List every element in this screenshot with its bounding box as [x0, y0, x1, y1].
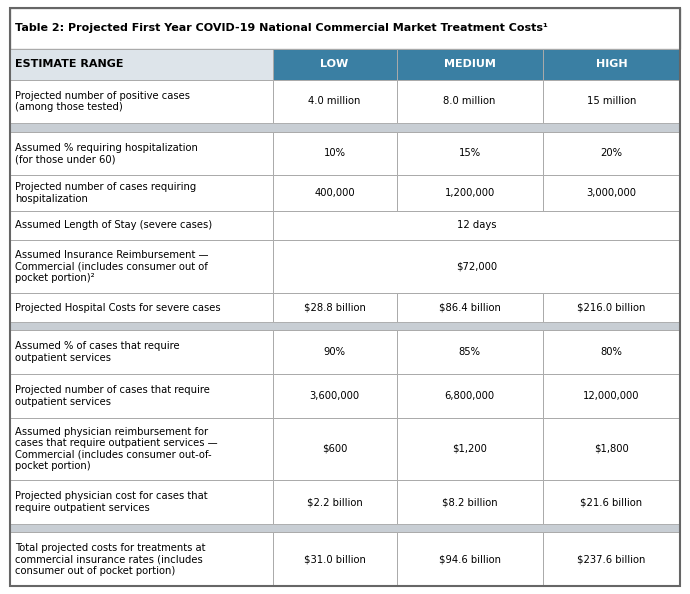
Text: Projected number of cases that require
outpatient services: Projected number of cases that require o… — [15, 385, 210, 407]
Text: Projected number of positive cases
(among those tested): Projected number of positive cases (amon… — [15, 91, 190, 112]
Bar — [397, 481, 542, 524]
Bar — [10, 481, 273, 524]
Text: $28.8 billion: $28.8 billion — [304, 303, 366, 313]
Text: 3,600,000: 3,600,000 — [310, 391, 359, 401]
Bar — [10, 8, 680, 49]
Bar — [397, 49, 542, 80]
Text: Assumed % requiring hospitalization
(for those under 60): Assumed % requiring hospitalization (for… — [15, 143, 198, 164]
Bar — [10, 374, 273, 418]
Text: Projected number of cases requiring
hospitalization: Projected number of cases requiring hosp… — [15, 182, 196, 204]
Bar — [542, 330, 680, 374]
Bar — [10, 123, 680, 132]
Text: 15 million: 15 million — [586, 96, 636, 106]
Text: HIGH: HIGH — [595, 59, 627, 69]
Bar — [542, 532, 680, 586]
Text: 85%: 85% — [459, 347, 481, 357]
Bar — [542, 80, 680, 123]
Text: MEDIUM: MEDIUM — [444, 59, 495, 69]
Text: $237.6 billion: $237.6 billion — [577, 554, 646, 564]
Text: $2.2 billion: $2.2 billion — [307, 497, 362, 507]
Text: $72,000: $72,000 — [456, 261, 497, 271]
Text: Table 2: Projected First Year COVID-19 National Commercial Market Treatment Cost: Table 2: Projected First Year COVID-19 N… — [15, 23, 548, 33]
Bar — [273, 293, 397, 322]
Bar — [273, 80, 397, 123]
Text: $21.6 billion: $21.6 billion — [580, 497, 642, 507]
Text: 6,800,000: 6,800,000 — [444, 391, 495, 401]
Bar — [542, 481, 680, 524]
Text: Total projected costs for treatments at
commercial insurance rates (includes
con: Total projected costs for treatments at … — [15, 542, 206, 576]
Text: LOW: LOW — [320, 59, 348, 69]
Bar — [10, 418, 273, 481]
Text: Projected Hospital Costs for severe cases: Projected Hospital Costs for severe case… — [15, 303, 221, 313]
Bar — [10, 239, 273, 293]
Text: $31.0 billion: $31.0 billion — [304, 554, 366, 564]
Bar — [273, 211, 680, 239]
Bar — [397, 80, 542, 123]
Text: Projected physician cost for cases that
require outpatient services: Projected physician cost for cases that … — [15, 491, 208, 513]
Text: Assumed % of cases that require
outpatient services: Assumed % of cases that require outpatie… — [15, 342, 179, 363]
Text: $8.2 billion: $8.2 billion — [442, 497, 497, 507]
Text: 3,000,000: 3,000,000 — [586, 188, 636, 198]
Bar — [542, 175, 680, 211]
Bar — [397, 330, 542, 374]
Text: Assumed physician reimbursement for
cases that require outpatient services —
Com: Assumed physician reimbursement for case… — [15, 426, 217, 472]
Text: Assumed Insurance Reimbursement —
Commercial (includes consumer out of
pocket po: Assumed Insurance Reimbursement — Commer… — [15, 250, 208, 283]
Bar — [10, 322, 680, 330]
Bar — [10, 175, 273, 211]
Bar — [397, 532, 542, 586]
Bar — [10, 211, 273, 239]
Bar — [542, 374, 680, 418]
Text: 15%: 15% — [459, 148, 481, 159]
Bar — [273, 418, 397, 481]
Text: 1,200,000: 1,200,000 — [444, 188, 495, 198]
Bar — [397, 132, 542, 175]
Bar — [273, 374, 397, 418]
Text: $1,200: $1,200 — [452, 444, 487, 454]
Bar — [273, 532, 397, 586]
Bar — [397, 374, 542, 418]
Text: 12 days: 12 days — [457, 220, 496, 230]
Bar — [397, 175, 542, 211]
Text: $216.0 billion: $216.0 billion — [577, 303, 646, 313]
Text: 4.0 million: 4.0 million — [308, 96, 361, 106]
Bar — [542, 49, 680, 80]
Text: 20%: 20% — [600, 148, 622, 159]
Text: $1,800: $1,800 — [594, 444, 629, 454]
Bar — [542, 132, 680, 175]
Bar — [273, 49, 397, 80]
Text: $600: $600 — [322, 444, 347, 454]
Bar — [273, 175, 397, 211]
Bar — [397, 293, 542, 322]
Bar — [10, 49, 273, 80]
Text: 10%: 10% — [324, 148, 346, 159]
Text: 8.0 million: 8.0 million — [444, 96, 496, 106]
Bar — [273, 132, 397, 175]
Bar — [273, 481, 397, 524]
Text: $94.6 billion: $94.6 billion — [439, 554, 501, 564]
Bar — [542, 418, 680, 481]
Bar — [10, 524, 680, 532]
Bar — [10, 293, 273, 322]
Text: Assumed Length of Stay (severe cases): Assumed Length of Stay (severe cases) — [15, 220, 212, 230]
Text: $86.4 billion: $86.4 billion — [439, 303, 500, 313]
Bar — [10, 80, 273, 123]
Bar — [273, 330, 397, 374]
Text: 80%: 80% — [600, 347, 622, 357]
Bar — [10, 532, 273, 586]
Text: 12,000,000: 12,000,000 — [583, 391, 640, 401]
Text: 400,000: 400,000 — [315, 188, 355, 198]
Text: 90%: 90% — [324, 347, 346, 357]
Text: ESTIMATE RANGE: ESTIMATE RANGE — [15, 59, 124, 69]
Bar — [10, 330, 273, 374]
Bar — [397, 418, 542, 481]
Bar — [273, 239, 680, 293]
Bar — [10, 132, 273, 175]
Bar — [542, 293, 680, 322]
